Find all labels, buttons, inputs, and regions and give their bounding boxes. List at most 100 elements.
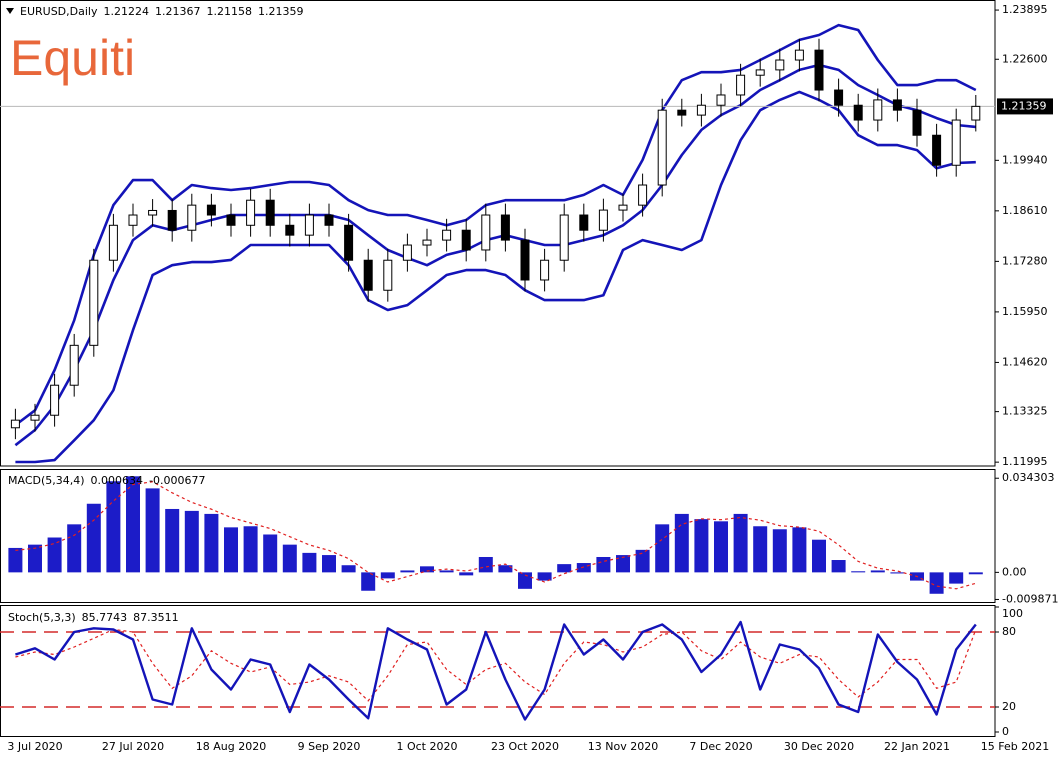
candle-body <box>716 94 726 106</box>
candle-body <box>69 344 79 386</box>
macd-bar <box>557 564 572 573</box>
candle-body <box>951 119 961 166</box>
x-tick-label: 22 Jan 2021 <box>884 740 950 753</box>
macd-bar <box>86 503 101 573</box>
current-price-label: 1.21359 <box>1001 99 1047 112</box>
candle-body <box>246 199 256 226</box>
y-tick-label: 1.19940 <box>1002 153 1048 166</box>
macd-bar <box>596 556 611 573</box>
x-tick-label: 3 Jul 2020 <box>7 740 62 753</box>
macd-bar <box>67 524 82 573</box>
candle-body <box>265 199 275 226</box>
candle-body <box>402 244 412 261</box>
macd-bar <box>8 547 23 573</box>
candle-body <box>383 259 393 291</box>
candle-body <box>442 229 452 241</box>
macd-bar <box>498 565 513 573</box>
candle-body <box>167 209 177 231</box>
y-tick-label: 1.14620 <box>1002 355 1048 368</box>
price-panel-frame <box>0 0 996 467</box>
macd-bar <box>753 526 768 573</box>
macd-bar <box>184 510 199 573</box>
header-value: -0.000677 <box>149 474 205 487</box>
macd-bar <box>616 555 630 573</box>
candle-body <box>324 214 334 226</box>
brand-logo: Equiti <box>10 30 135 86</box>
macd-signal <box>15 481 976 590</box>
candle-body <box>657 109 667 186</box>
header-value: 1.21359 <box>258 5 304 18</box>
macd-bar <box>576 563 591 573</box>
y-tick-label: 1.15950 <box>1002 305 1048 318</box>
candle-body <box>971 105 981 121</box>
x-tick-label: 13 Nov 2020 <box>588 740 658 753</box>
macd-bar <box>518 572 532 589</box>
candle-body <box>128 214 138 226</box>
header-value: 0.000634 <box>91 474 144 487</box>
panel-title: MACD(5,34,4) <box>8 474 85 487</box>
macd-bar <box>812 539 826 573</box>
macd-bar <box>400 570 415 573</box>
y-tick-label: 1.17280 <box>1002 254 1048 267</box>
candle-body <box>794 49 804 61</box>
candle-body <box>873 99 883 121</box>
macd-bar <box>890 572 905 574</box>
macd-bar <box>929 572 944 594</box>
candle-body <box>736 74 746 96</box>
header-value: 87.3511 <box>133 611 179 624</box>
x-tick-label: 1 Oct 2020 <box>396 740 457 753</box>
candle-body <box>540 259 550 281</box>
candle-body <box>344 224 354 261</box>
candle-body <box>461 229 471 251</box>
macd-bar <box>380 572 395 579</box>
macd-bar <box>674 513 689 573</box>
y-tick-label: 1.22600 <box>1002 52 1048 65</box>
candle-body <box>187 204 197 231</box>
stoch-signal <box>15 628 977 702</box>
y-tick-label: 1.18610 <box>1002 204 1048 217</box>
candle-body <box>677 109 687 116</box>
macd-bar <box>145 488 160 573</box>
menu-triangle[interactable] <box>6 8 14 14</box>
x-tick-label: 9 Sep 2020 <box>298 740 361 753</box>
candle-body <box>638 184 648 206</box>
macd-bar <box>126 476 140 573</box>
macd-bar <box>792 527 807 573</box>
y-tick-label: -0.009871 <box>1002 592 1058 605</box>
candle-body <box>481 214 491 251</box>
y-tick-label: 0.00 <box>1002 565 1027 578</box>
macd-bar <box>968 572 983 575</box>
candle-body <box>500 214 510 241</box>
candle-body <box>89 259 99 346</box>
x-tick-label: 7 Dec 2020 <box>689 740 752 753</box>
macd-bar <box>263 534 278 573</box>
x-tick-label: 23 Oct 2020 <box>491 740 559 753</box>
macd-bar <box>949 572 964 584</box>
candle-body <box>696 104 706 116</box>
candle-body <box>814 49 824 91</box>
macd-bar <box>341 565 356 573</box>
candle-body <box>853 104 863 121</box>
macd-bar <box>106 481 121 573</box>
macd-bar <box>537 572 552 581</box>
candle-body <box>559 214 569 261</box>
macd-bar <box>831 560 846 573</box>
candle-body <box>834 89 844 106</box>
macd-bar <box>361 572 376 591</box>
candle-body <box>148 209 158 216</box>
header-value: 1.21158 <box>206 5 252 18</box>
y-tick-label: 1.23895 <box>1002 3 1048 16</box>
y-tick-label: 1.13325 <box>1002 405 1048 418</box>
bollinger-upper <box>14 23 977 427</box>
macd-bar <box>694 519 709 573</box>
macd-bar <box>478 556 493 573</box>
candle-body <box>618 204 628 211</box>
x-tick-label: 15 Feb 2021 <box>981 740 1049 753</box>
macd-bar <box>282 544 297 573</box>
macd-bar <box>439 570 454 573</box>
panel-title: EURUSD,Daily <box>20 5 98 18</box>
current-price-box <box>997 98 1053 115</box>
candle-body <box>10 419 20 429</box>
